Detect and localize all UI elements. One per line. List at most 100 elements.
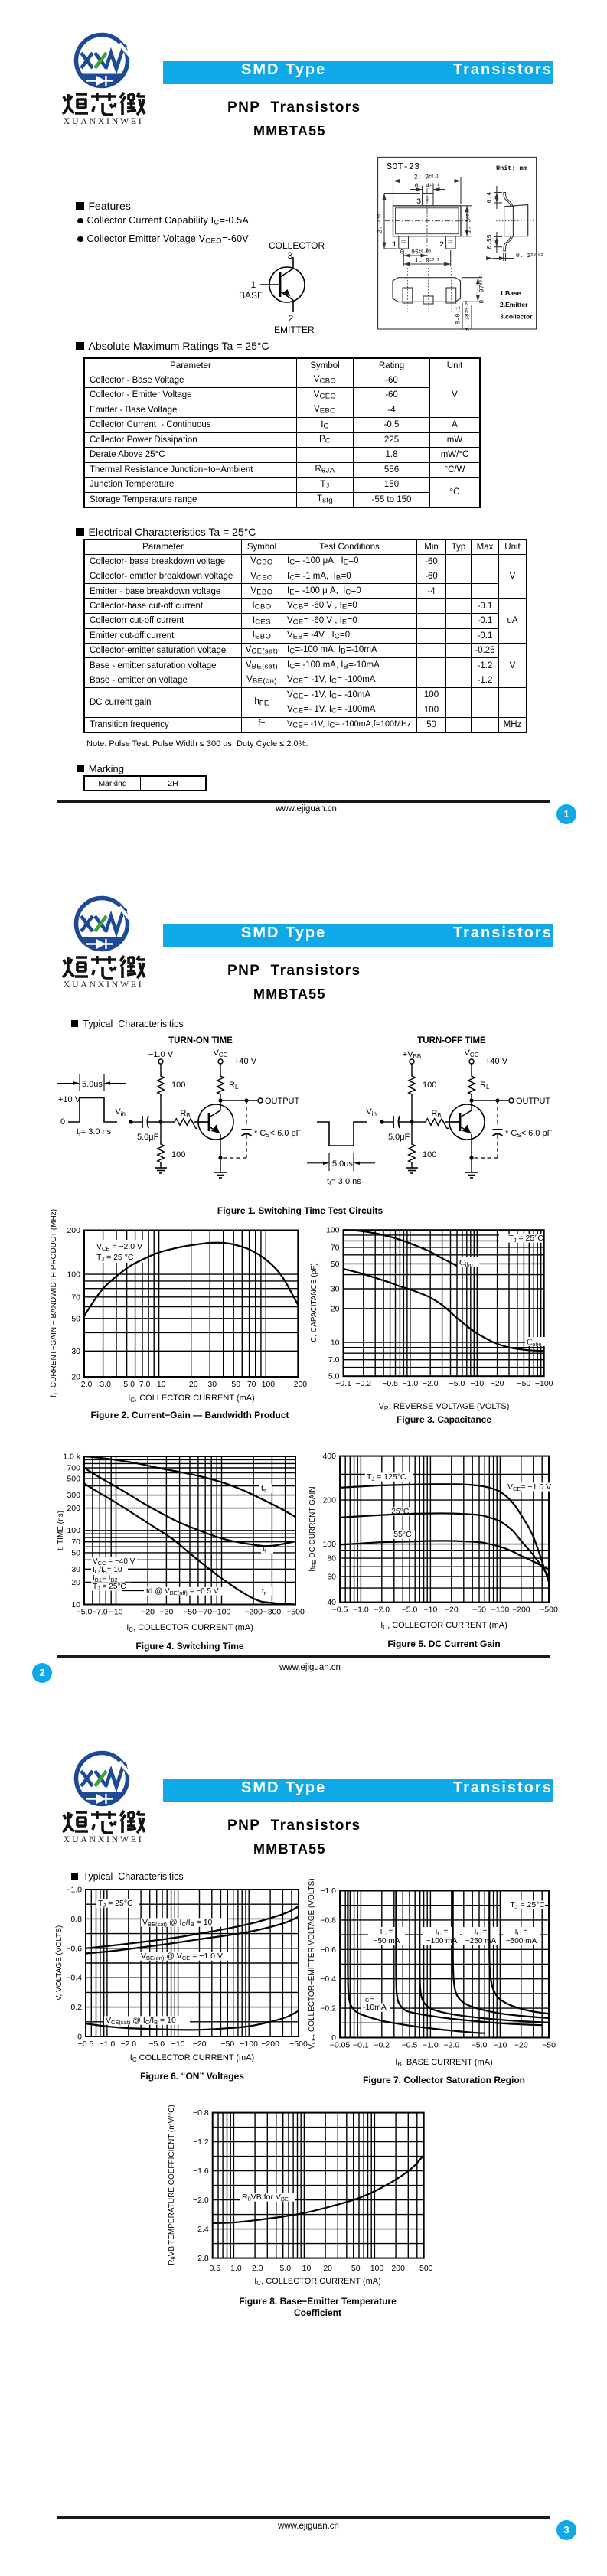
svg-text:60: 60 xyxy=(327,1573,336,1582)
svg-text:−500: −500 xyxy=(540,1606,558,1615)
svg-text:1. 9±0.1: 1. 9±0.1 xyxy=(415,257,440,265)
svg-text:0: 0 xyxy=(77,2033,82,2042)
svg-text:Figure 3. Capacitance: Figure 3. Capacitance xyxy=(397,1414,491,1425)
svg-text:−2.4: −2.4 xyxy=(193,2225,209,2234)
svg-text:* CS< 6.0 pF: * CS< 6.0 pF xyxy=(254,1129,302,1139)
svg-text:VCC: VCC xyxy=(214,1048,228,1058)
svg-text:XUANXINWEI: XUANXINWEI xyxy=(64,979,144,990)
svg-text:−2.0: −2.0 xyxy=(77,1380,93,1389)
svg-text:−0.2: −0.2 xyxy=(374,2041,390,2050)
svg-text:VCE = −2.0 V: VCE = −2.0 V xyxy=(96,1242,142,1252)
svg-text:10: 10 xyxy=(71,1600,80,1609)
svg-text:−10: −10 xyxy=(171,2040,185,2049)
svg-text:Cobo: Cobo xyxy=(527,1338,541,1348)
svg-text:200: 200 xyxy=(322,1496,336,1505)
svg-text:−0.8: −0.8 xyxy=(66,1915,82,1924)
svg-text:IB, BASE CURRENT (mA): IB, BASE CURRENT (mA) xyxy=(395,2058,492,2068)
svg-text:30: 30 xyxy=(331,1285,340,1294)
svg-text:−50: −50 xyxy=(517,1379,530,1388)
svg-text:+40 V: +40 V xyxy=(485,1057,508,1066)
svg-text:−2.8: −2.8 xyxy=(193,2254,209,2263)
svg-text:70: 70 xyxy=(71,1293,80,1302)
svg-text:−2.0: −2.0 xyxy=(423,1379,439,1388)
svg-text:IC =: IC = xyxy=(515,1928,528,1937)
svg-text:−20: −20 xyxy=(141,1608,155,1617)
svg-text:−0.6: −0.6 xyxy=(320,1945,336,1955)
svg-text:0. 1±0.05: 0. 1±0.05 xyxy=(516,252,543,259)
svg-text:−200: −200 xyxy=(261,2040,279,2049)
svg-text:2: 2 xyxy=(289,313,294,324)
svg-text:−100 mA: −100 mA xyxy=(426,1937,458,1945)
svg-text:−20: −20 xyxy=(184,1380,198,1389)
svg-text:−1.0 V: −1.0 V xyxy=(148,1050,174,1059)
svg-text:−1.0: −1.0 xyxy=(320,1886,336,1896)
svg-text:SOT-23: SOT-23 xyxy=(387,161,419,172)
svg-text:−20: −20 xyxy=(445,1606,459,1615)
svg-text:−0.05: −0.05 xyxy=(330,2041,351,2050)
svg-text:5.0: 5.0 xyxy=(328,1372,340,1381)
svg-text:tf= 3.0 ns: tf= 3.0 ns xyxy=(327,1177,361,1187)
svg-text:400: 400 xyxy=(322,1452,336,1461)
svg-text:10: 10 xyxy=(331,1339,340,1348)
svg-text:1. 3±0.1: 1. 3±0.1 xyxy=(465,208,473,233)
svg-text:−10: −10 xyxy=(109,1608,123,1617)
svg-text:−50: −50 xyxy=(542,2041,556,2050)
svg-text:−0.5: −0.5 xyxy=(402,2041,418,2050)
svg-text:−1.6: −1.6 xyxy=(193,2167,209,2176)
svg-text:VBE(on) @ VCE = −1.0 V: VBE(on) @ VCE = −1.0 V xyxy=(141,1952,223,1961)
svg-text:Figure 6. “ON” Voltages: Figure 6. “ON” Voltages xyxy=(140,2071,244,2082)
svg-text:−7.0: −7.0 xyxy=(135,1380,151,1389)
svg-text:RθVB for VBE: RθVB for VBE xyxy=(242,2193,289,2203)
svg-text:30: 30 xyxy=(71,1347,80,1356)
svg-text:0. 95±0.05: 0. 95±0.05 xyxy=(400,249,432,256)
svg-text:−250 mA: −250 mA xyxy=(465,1937,497,1945)
svg-text:+VBB: +VBB xyxy=(403,1050,421,1060)
svg-text:−200: −200 xyxy=(244,1608,263,1617)
svg-text:IC =: IC = xyxy=(380,1928,393,1937)
svg-text:500: 500 xyxy=(67,1475,80,1484)
svg-text:−10: −10 xyxy=(152,1380,166,1389)
svg-text:−5.0: −5.0 xyxy=(472,2041,488,2050)
svg-text:0.4: 0.4 xyxy=(487,192,494,204)
svg-text:IC COLLECTOR CURRENT (mA): IC COLLECTOR CURRENT (mA) xyxy=(130,2053,254,2063)
svg-text:−200: −200 xyxy=(387,2264,405,2273)
svg-text:-10mA: -10mA xyxy=(363,2003,387,2012)
svg-text:RL: RL xyxy=(480,1081,490,1091)
svg-text:+10 V: +10 V xyxy=(58,1095,81,1104)
svg-text:RB: RB xyxy=(431,1109,441,1119)
svg-text:5.0μF: 5.0μF xyxy=(137,1133,159,1142)
svg-text:+40 V: +40 V xyxy=(234,1057,257,1066)
svg-text:3.collector: 3.collector xyxy=(500,313,533,321)
svg-text:0: 0 xyxy=(60,1117,65,1127)
svg-text:−0.2: −0.2 xyxy=(320,2004,336,2014)
svg-text:−200: −200 xyxy=(512,1606,530,1615)
svg-text:700: 700 xyxy=(67,1464,80,1473)
svg-text:−50: −50 xyxy=(347,2264,361,2273)
svg-text:−10: −10 xyxy=(470,1379,484,1388)
svg-text:−70: −70 xyxy=(198,1608,212,1617)
svg-text:0. 38±0.05: 0. 38±0.05 xyxy=(464,301,472,332)
svg-text:−20: −20 xyxy=(318,2264,332,2273)
svg-text:70: 70 xyxy=(71,1537,80,1547)
svg-text:−1.0: −1.0 xyxy=(66,1886,82,1895)
svg-text:2. 4±0.1: 2. 4±0.1 xyxy=(377,208,384,233)
svg-text:100: 100 xyxy=(423,1150,436,1159)
svg-text:2.Emitter: 2.Emitter xyxy=(500,301,528,308)
svg-text:2: 2 xyxy=(439,240,444,249)
svg-text:IC =: IC = xyxy=(475,1928,488,1937)
svg-text:TURN-OFF TIME: TURN-OFF TIME xyxy=(417,1036,486,1045)
svg-text:ts: ts xyxy=(261,1484,266,1494)
svg-text:TURN-ON TIME: TURN-ON TIME xyxy=(168,1036,233,1045)
svg-text:20: 20 xyxy=(71,1578,80,1587)
svg-text:Cibo: Cibo xyxy=(459,1258,473,1268)
svg-text:1: 1 xyxy=(392,240,397,249)
svg-text:−2.0: −2.0 xyxy=(374,1606,390,1615)
svg-text:−2.0: −2.0 xyxy=(193,2196,209,2205)
svg-text:−5.0: −5.0 xyxy=(148,2040,165,2049)
svg-text:−5.0: −5.0 xyxy=(275,2264,291,2273)
svg-text:XUANXINWEI: XUANXINWEI xyxy=(64,116,144,126)
svg-text:−10: −10 xyxy=(493,2041,507,2050)
svg-text:XUANXINWEI: XUANXINWEI xyxy=(64,1834,144,1844)
svg-text:V, VOLTAGE (VOLTS): V, VOLTAGE (VOLTS) xyxy=(55,1925,64,2001)
svg-text:−500: −500 xyxy=(289,2040,308,2049)
